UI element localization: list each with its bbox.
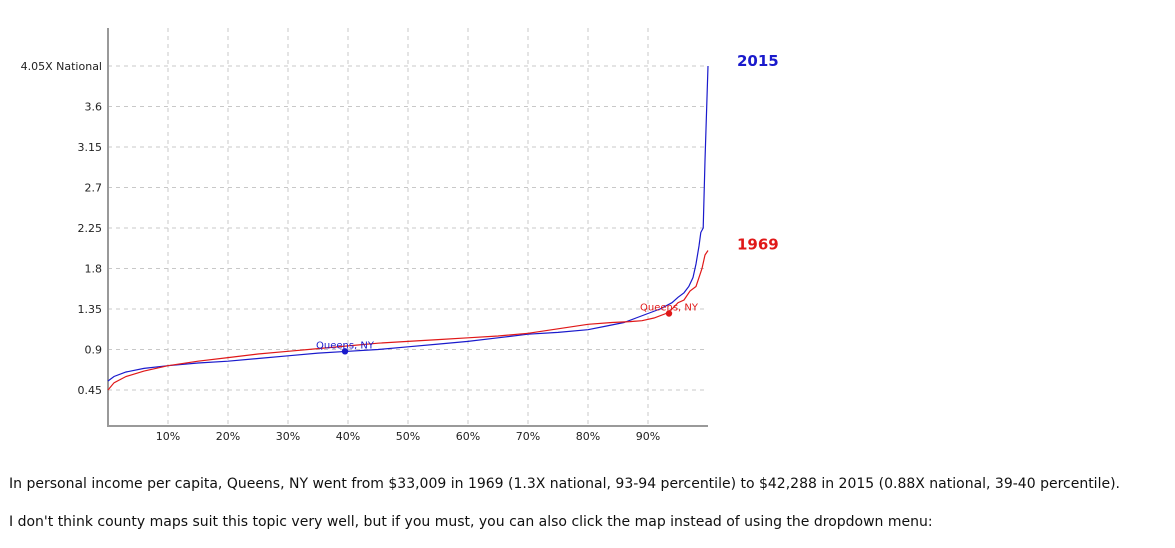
highlight-label-1969: Queens, NY	[640, 303, 699, 314]
percentile-income-chart: 0.45 0.9 1.35 1.8 2.25 2.7 3.15 3.6 4.05X Nation…	[21, 28, 779, 443]
y-tick-label: 0.45	[78, 384, 103, 397]
y-tick-label: 1.35	[78, 303, 103, 316]
series-lines	[107, 65, 709, 391]
x-tick-label: 20%	[216, 430, 240, 443]
series-line-2015	[107, 65, 709, 382]
y-tick-label: 3.15	[78, 141, 103, 154]
y-tick-label: 2.7	[85, 182, 103, 195]
x-tick-label: 40%	[336, 430, 360, 443]
x-tick-label: 50%	[396, 430, 420, 443]
highlight-points: Queens, NY Queens, NY	[316, 303, 699, 355]
x-tick-label: 30%	[276, 430, 300, 443]
tick-labels: 0.45 0.9 1.35 1.8 2.25 2.7 3.15 3.6 4.05X Nation…	[21, 60, 661, 443]
series-line-1969	[107, 250, 709, 391]
x-tick-label: 10%	[156, 430, 180, 443]
income-caption: In personal income per capita, Queens, N…	[9, 476, 1120, 492]
highlight-label-2015: Queens, NY	[316, 340, 375, 351]
series-labels: 2015 1969	[737, 52, 779, 254]
series-end-label-1969: 1969	[737, 236, 779, 254]
highlight-point-1969	[665, 310, 673, 317]
map-hint-caption: I don't think county maps suit this topi…	[9, 514, 933, 530]
x-tick-label: 70%	[516, 430, 540, 443]
axes	[107, 28, 708, 427]
x-tick-label: 80%	[576, 430, 600, 443]
y-tick-label: 0.9	[85, 344, 103, 357]
y-tick-label: 1.8	[85, 263, 103, 276]
y-tick-label: 2.25	[78, 222, 103, 235]
x-tick-label: 90%	[636, 430, 660, 443]
highlight-point-2015	[341, 348, 349, 355]
y-tick-label: 3.6	[85, 101, 103, 114]
x-tick-label: 60%	[456, 430, 480, 443]
series-end-label-2015: 2015	[737, 52, 779, 70]
y-tick-label: 4.05X National	[21, 60, 102, 73]
grid-lines	[108, 28, 708, 426]
